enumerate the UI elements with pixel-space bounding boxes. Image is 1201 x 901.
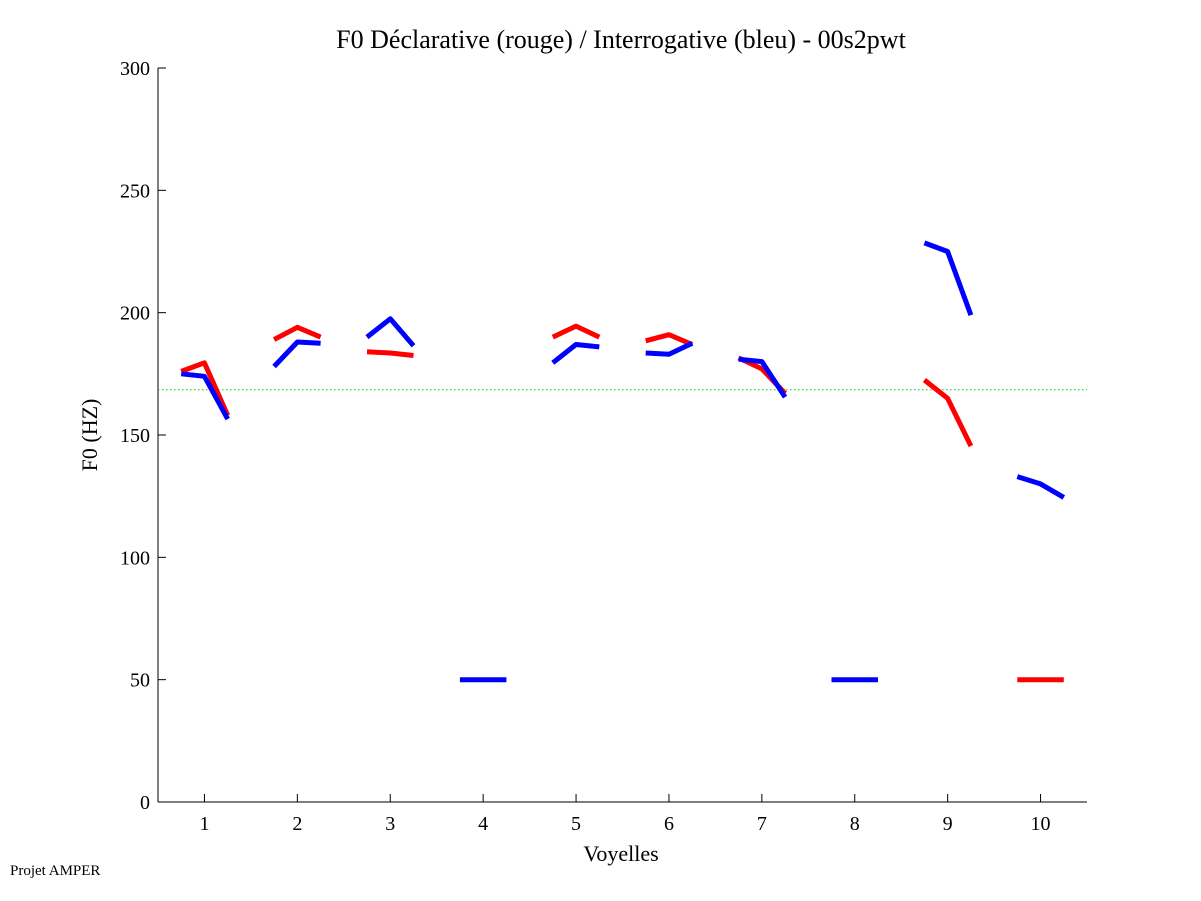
x-tick-label: 1 <box>199 813 209 835</box>
interrogative-segment-vowel-9 <box>923 240 974 316</box>
interrogative-segment-vowel-5 <box>551 342 600 365</box>
y-tick-label: 300 <box>120 58 150 80</box>
y-tick-label: 100 <box>120 547 150 569</box>
y-tick-label: 250 <box>120 180 150 202</box>
interrogative-segment-vowel-10 <box>1016 474 1066 500</box>
y-tick-label: 50 <box>130 670 150 692</box>
dclarative-segment-vowel-9 <box>922 378 974 448</box>
interrogative-segment-vowel-6 <box>645 341 694 357</box>
x-tick-label: 8 <box>850 813 860 835</box>
x-tick-label: 7 <box>757 813 767 835</box>
dclarative-segment-vowel-6 <box>645 332 694 347</box>
x-tick-label: 2 <box>292 813 302 835</box>
footer-credit: Projet AMPER <box>10 863 101 879</box>
x-axis-label: Voyelles <box>583 841 658 866</box>
dclarative-segment-vowel-1 <box>180 360 230 417</box>
interrogative-segment-vowel-2 <box>272 339 321 369</box>
interrogative-segment-vowel-7 <box>738 356 788 399</box>
dclarative-segment-vowel-2 <box>272 324 322 342</box>
dclarative-segment-vowel-5 <box>551 323 601 340</box>
chart-title: F0 Déclarative (rouge) / Interrogative (… <box>336 25 906 54</box>
plot-area: 0 50 100 150 200 250 300 1 2 3 4 5 6 7 8 9 10 <box>120 58 1087 835</box>
y-tick-label: 150 <box>120 425 150 447</box>
interrogative-segment-vowel-1 <box>180 371 230 421</box>
y-tick-label: 200 <box>120 303 150 325</box>
x-tick-label: 10 <box>1031 813 1051 835</box>
interrogative-segment-vowel-3 <box>365 316 416 348</box>
x-tick-label: 5 <box>571 813 581 835</box>
y-axis-label: F0 (HZ) <box>77 399 102 472</box>
x-tick-label: 6 <box>664 813 674 835</box>
x-tick-label: 3 <box>385 813 395 835</box>
y-tick-label: 0 <box>140 792 150 814</box>
dclarative-segment-vowel-3 <box>366 349 414 358</box>
x-tick-label: 9 <box>943 813 953 835</box>
x-tick-label: 4 <box>478 813 488 835</box>
